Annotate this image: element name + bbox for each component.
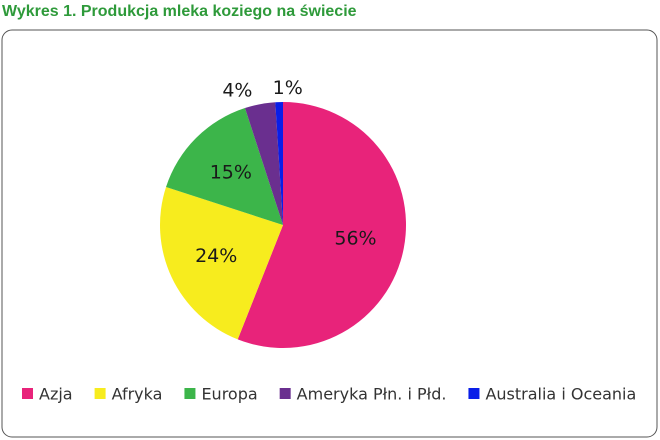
slice-label: 4% [222, 79, 252, 101]
pie-slice [159, 186, 283, 340]
legend-swatch [468, 388, 480, 399]
legend-swatch [279, 388, 291, 399]
legend-swatch [184, 388, 196, 399]
legend-label: Australia i Oceania [485, 385, 636, 404]
slice-label: 1% [273, 77, 303, 99]
slice-label: 24% [195, 245, 237, 267]
chart-title: Wykres 1. Produkcja mleka koziego na świ… [2, 3, 357, 20]
pie-slice [244, 102, 283, 225]
pie-slice [166, 108, 283, 225]
legend-label: Afryka [112, 385, 163, 404]
legend-label: Azja [39, 385, 73, 404]
legend-swatch [94, 388, 106, 399]
legend-swatch [22, 388, 33, 399]
pie-slice [275, 102, 283, 225]
slice-label: 56% [334, 227, 376, 249]
legend-label: Europa [201, 385, 257, 404]
pie-slice [237, 102, 406, 349]
legend-label: Ameryka Płn. i Płd. [297, 385, 447, 404]
slice-label: 15% [210, 161, 252, 183]
